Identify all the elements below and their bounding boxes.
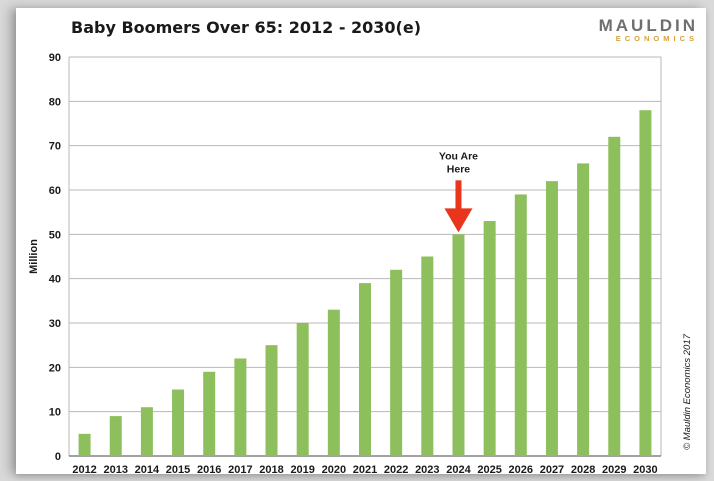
y-tick-label: 30 (49, 318, 61, 330)
x-tick-label: 2025 (477, 464, 501, 474)
x-tick-label: 2018 (259, 464, 283, 474)
bar-2012 (78, 433, 91, 456)
bar-2028 (577, 163, 590, 456)
y-tick-label: 90 (49, 52, 61, 64)
bar-2015 (172, 389, 185, 456)
x-tick-label: 2024 (446, 464, 471, 474)
bar-2016 (203, 371, 216, 456)
y-tick-label: 20 (49, 362, 61, 374)
copyright-text: © Mauldin Economics 2017 (682, 333, 693, 449)
x-tick-label: 2028 (571, 464, 595, 474)
bar-2026 (514, 194, 527, 456)
bar-2029 (608, 136, 621, 457)
bar-2024 (452, 234, 465, 456)
y-tick-label: 40 (49, 274, 61, 286)
x-tick-label: 2029 (602, 464, 626, 474)
x-tick-label: 2030 (633, 464, 657, 474)
y-tick-label: 80 (49, 96, 61, 108)
bar-2021 (359, 283, 371, 456)
bar-2019 (296, 323, 309, 456)
annotation-text: You Are (439, 150, 478, 162)
x-tick-label: 2027 (540, 464, 564, 474)
bar-2017 (234, 358, 247, 456)
bar-2027 (545, 181, 558, 456)
bar-2020 (327, 309, 340, 456)
chart-card: Baby Boomers Over 65: 2012 - 2030(e) MAU… (16, 8, 706, 474)
y-tick-label: 60 (49, 185, 61, 197)
x-tick-label: 2017 (228, 464, 252, 474)
x-tick-label: 2016 (197, 464, 221, 474)
chart-title: Baby Boomers Over 65: 2012 - 2030(e) (71, 18, 422, 37)
x-tick-label: 2020 (322, 464, 346, 474)
bar-2018 (265, 345, 278, 456)
annotation-text: Here (447, 163, 471, 175)
y-tick-label: 50 (49, 229, 61, 241)
x-tick-label: 2013 (103, 464, 127, 474)
x-tick-label: 2014 (135, 464, 160, 474)
mauldin-logo: MAULDIN ECONOMICS (599, 16, 698, 43)
y-tick-label: 70 (49, 141, 61, 153)
bar-2022 (390, 269, 403, 456)
bar-2023 (421, 256, 434, 456)
arrow-shaft (455, 180, 462, 211)
y-tick-label: 10 (49, 407, 61, 419)
x-tick-label: 2021 (353, 464, 377, 474)
bar-2014 (140, 407, 153, 456)
bar-2025 (483, 221, 496, 456)
arrow-head-icon (444, 208, 473, 233)
y-tick-label: 0 (55, 451, 61, 463)
x-tick-label: 2012 (72, 464, 96, 474)
bar-2013 (109, 416, 122, 456)
logo-subtitle: ECONOMICS (615, 34, 698, 43)
bar-2030 (639, 110, 652, 456)
x-tick-label: 2022 (384, 464, 408, 474)
x-tick-label: 2023 (415, 464, 439, 474)
x-tick-label: 2026 (509, 464, 533, 474)
x-tick-label: 2019 (290, 464, 314, 474)
logo-wordmark: MAULDIN (598, 16, 698, 35)
x-tick-label: 2015 (166, 464, 190, 474)
y-axis-label: Million (28, 239, 40, 274)
